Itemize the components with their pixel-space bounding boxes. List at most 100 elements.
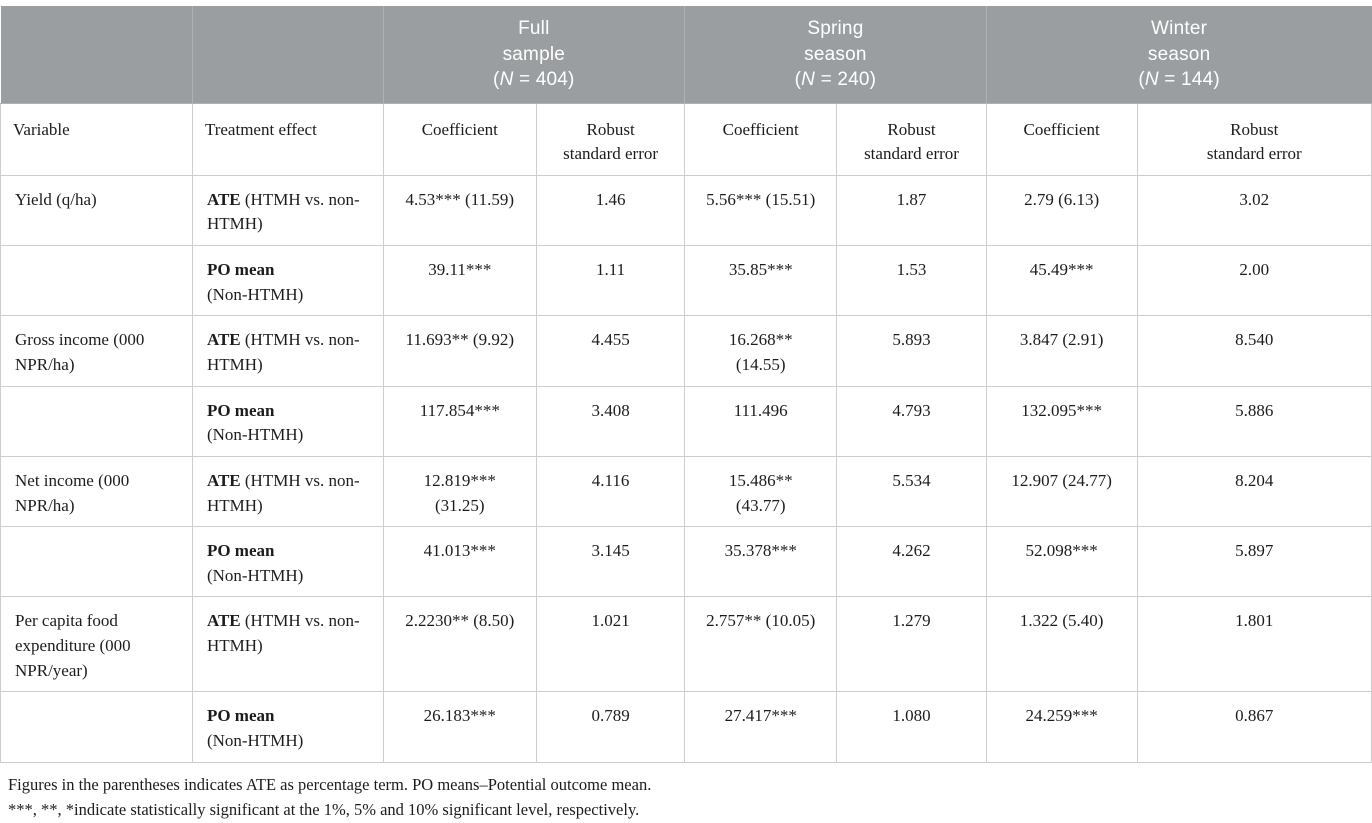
- table-row: PO mean (Non-HTMH) 26.183*** 0.789 27.41…: [0, 691, 1372, 763]
- value-cell: 0.867: [1136, 691, 1372, 763]
- effect-label: PO mean: [206, 400, 275, 420]
- table-row: PO mean (Non-HTMH) 41.013*** 3.145 35.37…: [0, 526, 1372, 598]
- value-cell: 117.854***: [382, 385, 538, 457]
- col-header-robust-se-winter: Robust standard error: [1136, 102, 1372, 176]
- value-cell: 3.02: [1136, 174, 1372, 247]
- value-cell: 4.116: [536, 455, 686, 528]
- value-cell: 1.801: [1136, 596, 1372, 693]
- value-cell: 5.893: [836, 315, 987, 387]
- variable-cell: Gross income (000 NPR/ha): [0, 315, 193, 387]
- col-header-coefficient-spring: Coefficient: [684, 102, 838, 176]
- value-cell: 35.378***: [684, 526, 838, 598]
- variable-cell: Net income (000 NPR/ha): [0, 455, 193, 528]
- value-cell: 45.49***: [985, 245, 1138, 317]
- value-cell: 41.013***: [382, 526, 538, 598]
- value-cell: 8.540: [1136, 315, 1372, 387]
- col-header-variable: Variable: [0, 102, 193, 176]
- variable-cell: [0, 526, 193, 598]
- value-cell: 5.534: [836, 455, 987, 528]
- col-header-robust-se-spring: Robust standard error: [836, 102, 987, 176]
- table-footnotes: Figures in the parentheses indicates ATE…: [0, 763, 1372, 823]
- group-title: Spring season: [804, 18, 867, 65]
- table-row: Gross income (000 NPR/ha) ATE (HTMH vs. …: [0, 315, 1372, 387]
- value-cell: 1.322 (5.40): [985, 596, 1138, 693]
- value-cell: 1.46: [536, 174, 686, 247]
- n-symbol: N: [801, 68, 816, 90]
- treatment-effect-cell: PO mean (Non-HTMH): [191, 691, 384, 763]
- value-cell: 3.145: [536, 526, 686, 598]
- variable-cell: Per capita food expenditure (000 NPR/yea…: [0, 596, 193, 693]
- value-cell: 12.819*** (31.25): [382, 455, 538, 528]
- header-spacer-variable: [0, 6, 193, 104]
- group-title: Full sample: [502, 18, 566, 65]
- effect-label: ATE: [206, 470, 241, 490]
- value-cell: 24.259***: [985, 691, 1138, 763]
- col-header-treatment-effect: Treatment effect: [191, 102, 384, 176]
- value-cell: 4.793: [836, 385, 987, 457]
- treatment-effect-cell: PO mean (Non-HTMH): [191, 526, 384, 598]
- effect-label: PO mean: [206, 260, 275, 280]
- value-cell: 2.757** (10.05): [684, 596, 838, 693]
- col-header-coefficient-full: Coefficient: [382, 102, 538, 176]
- value-cell: 5.897: [1136, 526, 1372, 598]
- treatment-effect-cell: PO mean (Non-HTMH): [191, 385, 384, 457]
- value-cell: 2.79 (6.13): [985, 174, 1138, 247]
- header-spacer-treatment: [191, 6, 384, 104]
- n-symbol: N: [499, 68, 514, 90]
- treatment-effects-table: Full sample (N = 404) Spring season (N =…: [0, 6, 1372, 763]
- group-header-row: Full sample (N = 404) Spring season (N =…: [0, 6, 1372, 104]
- treatment-effect-cell: ATE (HTMH vs. non-HTMH): [191, 174, 384, 247]
- column-header-row: Variable Treatment effect Coefficient Ro…: [0, 102, 1372, 176]
- group-header-winter-season: Winter season (N = 144): [985, 6, 1372, 104]
- n-symbol: N: [1144, 68, 1159, 90]
- footnote-parentheses-note: Figures in the parentheses indicates ATE…: [8, 774, 652, 794]
- value-cell: 4.262: [836, 526, 987, 598]
- value-cell: 27.417***: [684, 691, 838, 763]
- value-cell: 11.693** (9.92): [382, 315, 538, 387]
- table-row: PO mean (Non-HTMH) 117.854*** 3.408 111.…: [0, 385, 1372, 457]
- table-row: Yield (q/ha) ATE (HTMH vs. non-HTMH) 4.5…: [0, 174, 1372, 247]
- col-header-robust-se-full: Robust standard error: [536, 102, 686, 176]
- value-cell: 15.486** (43.77): [684, 455, 838, 528]
- value-cell: 8.204: [1136, 455, 1372, 528]
- value-cell: 1.080: [836, 691, 987, 763]
- value-cell: 3.847 (2.91): [985, 315, 1138, 387]
- value-cell: 3.408: [536, 385, 686, 457]
- treatment-effect-cell: ATE (HTMH vs. non-HTMH): [191, 455, 384, 528]
- variable-cell: Yield (q/ha): [0, 174, 193, 247]
- variable-cell: [0, 691, 193, 763]
- treatment-effect-cell: PO mean (Non-HTMH): [191, 245, 384, 317]
- group-header-spring-season: Spring season (N = 240): [684, 6, 987, 104]
- col-header-coefficient-winter: Coefficient: [985, 102, 1138, 176]
- variable-cell: [0, 385, 193, 457]
- value-cell: 4.53*** (11.59): [382, 174, 538, 247]
- value-cell: 5.886: [1136, 385, 1372, 457]
- value-cell: 1.11: [536, 245, 686, 317]
- group-title: Winter season: [1147, 18, 1211, 65]
- value-cell: 2.00: [1136, 245, 1372, 317]
- value-cell: 132.095***: [985, 385, 1138, 457]
- value-cell: 35.85***: [684, 245, 838, 317]
- value-cell: 111.496: [684, 385, 838, 457]
- value-cell: 0.789: [536, 691, 686, 763]
- value-cell: 39.11***: [382, 245, 538, 317]
- table-row: PO mean (Non-HTMH) 39.11*** 1.11 35.85**…: [0, 245, 1372, 317]
- value-cell: 1.021: [536, 596, 686, 693]
- table-row: Per capita food expenditure (000 NPR/yea…: [0, 596, 1372, 693]
- effect-label: ATE: [206, 611, 241, 631]
- value-cell: 4.455: [536, 315, 686, 387]
- effect-label: ATE: [206, 330, 241, 350]
- value-cell: 1.87: [836, 174, 987, 247]
- value-cell: 12.907 (24.77): [985, 455, 1138, 528]
- value-cell: 26.183***: [382, 691, 538, 763]
- value-cell: 52.098***: [985, 526, 1138, 598]
- value-cell: 5.56*** (15.51): [684, 174, 838, 247]
- value-cell: 16.268** (14.55): [684, 315, 838, 387]
- treatment-effect-cell: ATE (HTMH vs. non-HTMH): [191, 315, 384, 387]
- effect-label: ATE: [206, 189, 241, 209]
- value-cell: 1.53: [836, 245, 987, 317]
- table-row: Net income (000 NPR/ha) ATE (HTMH vs. no…: [0, 455, 1372, 528]
- value-cell: 2.2230** (8.50): [382, 596, 538, 693]
- value-cell: 1.279: [836, 596, 987, 693]
